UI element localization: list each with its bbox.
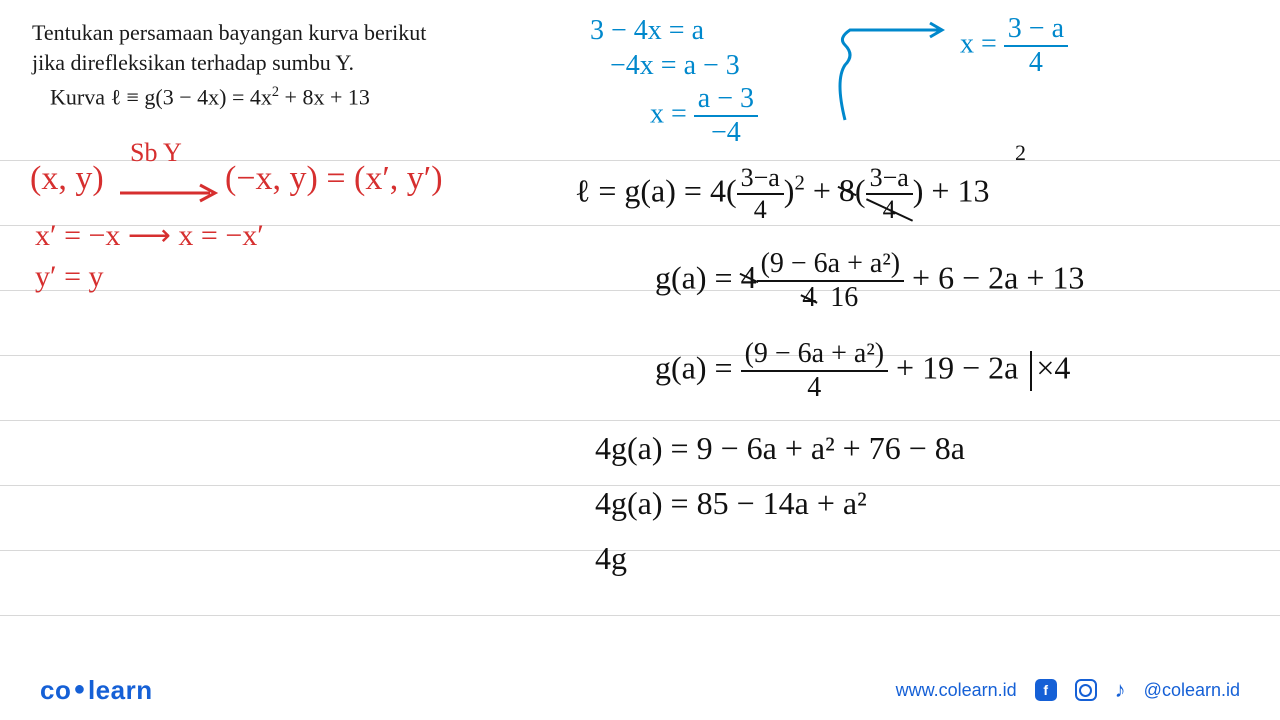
- black-line3: g(a) = (9 − 6a + a²)4 + 19 − 2a ×4: [655, 340, 1070, 402]
- black-line5: 4g(a) = 85 − 14a + a²: [595, 485, 867, 522]
- instagram-icon: [1075, 679, 1097, 701]
- problem-line3: Kurva ℓ ≡ g(3 − 4x) = 4x2 + 8x + 13: [50, 84, 370, 110]
- facebook-icon: f: [1035, 679, 1057, 701]
- problem-line2: jika direfleksikan terhadap sumbu Y.: [32, 50, 354, 76]
- blue-eq4: x = 3 − a4: [960, 15, 1068, 77]
- blue-eq1: 3 − 4x = a: [590, 15, 704, 47]
- black-line6: 4g: [595, 540, 627, 577]
- black-two-above: 2: [1015, 140, 1026, 166]
- red-mapping: (x, y): [30, 160, 104, 198]
- red-mapping-rhs: (−x, y) = (x′, y′): [225, 160, 443, 198]
- black-line1: ℓ = g(a) = 4(3−a4)2 + 8(3−a4) + 13: [575, 165, 989, 223]
- blue-brace-arrow: [830, 20, 950, 130]
- problem-line1: Tentukan persamaan bayangan kurva beriku…: [32, 20, 426, 46]
- blue-eq3: x = a − 3−4: [650, 85, 758, 147]
- footer-right: www.colearn.id f ♪ @colearn.id: [896, 677, 1240, 703]
- red-xline: x′ = −x ⟶ x = −x′: [35, 218, 264, 253]
- blue-eq2: −4x = a − 3: [610, 50, 740, 82]
- tiktok-icon: ♪: [1115, 677, 1126, 703]
- red-yline: y′ = y: [35, 260, 103, 294]
- black-line4: 4g(a) = 9 − 6a + a² + 76 − 8a: [595, 430, 965, 467]
- brand-logo: co●learn: [40, 675, 153, 706]
- red-arrow-label: Sb Y: [130, 138, 182, 168]
- footer-url: www.colearn.id: [896, 680, 1017, 701]
- footer: co●learn www.colearn.id f ♪ @colearn.id: [0, 660, 1280, 720]
- footer-handle: @colearn.id: [1144, 680, 1240, 701]
- black-line2: g(a) = 4(9 − 6a + a²)4 16 + 6 − 2a + 13: [655, 250, 1084, 312]
